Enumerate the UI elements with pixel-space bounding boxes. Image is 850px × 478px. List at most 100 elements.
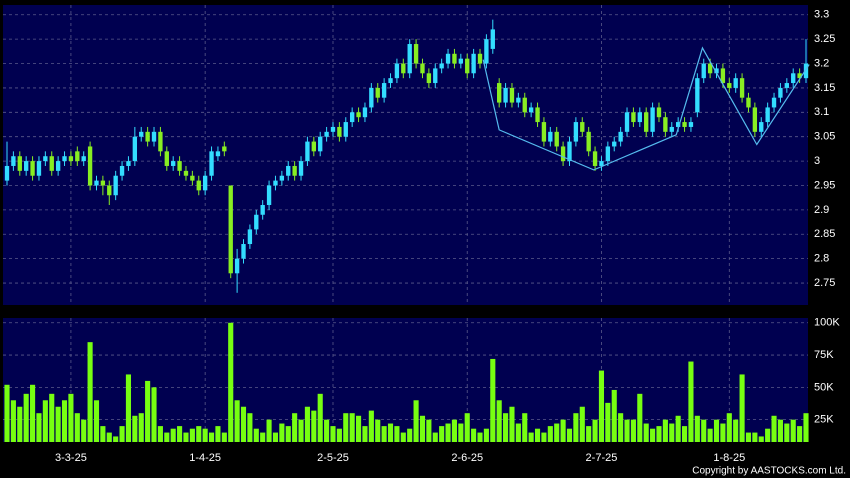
volume-bar: [413, 400, 419, 442]
volume-bar: [611, 389, 617, 442]
candle-body: [11, 156, 16, 166]
volume-bar: [138, 413, 144, 442]
volume-bar: [260, 432, 266, 442]
candle-body: [458, 58, 464, 64]
candle-body: [548, 131, 553, 142]
candle-body: [228, 185, 233, 274]
candle-body: [356, 112, 361, 118]
candle-body: [778, 87, 783, 98]
volume-bar: [745, 432, 752, 442]
volume-bar: [375, 419, 381, 442]
volume-bar: [528, 432, 534, 442]
x-tick-label: 2-6-25: [451, 452, 483, 464]
volume-bar: [771, 415, 777, 442]
candle-body: [573, 122, 579, 142]
volume-bar: [279, 423, 285, 442]
volume-bar: [240, 406, 247, 442]
volume-bar: [662, 419, 668, 442]
volume-bar: [758, 436, 764, 442]
candle-body: [247, 229, 253, 245]
candle-body: [337, 126, 342, 137]
candle-body: [241, 244, 246, 259]
candle-body: [554, 131, 559, 147]
volume-bar: [183, 432, 189, 442]
volume-bar: [343, 413, 349, 442]
volume-bar: [113, 436, 119, 442]
candle-body: [196, 180, 201, 191]
volume-bar: [407, 428, 413, 442]
volume-bar: [61, 400, 68, 442]
volume-bar: [42, 400, 48, 442]
volume-bar: [464, 413, 470, 442]
volume-bar: [170, 428, 176, 442]
volume-bar: [509, 406, 515, 442]
volume-bar: [298, 419, 304, 442]
candle-body: [75, 151, 80, 162]
volume-bar: [515, 423, 521, 442]
volume-bar: [790, 419, 796, 442]
volume-bar: [74, 413, 80, 442]
candle-body: [452, 53, 457, 64]
volume-bar: [125, 374, 132, 442]
volume-bar: [30, 384, 36, 442]
candle-body: [318, 136, 323, 152]
volume-bar: [311, 410, 317, 442]
y-tick-label: 2.75: [814, 277, 835, 289]
volume-bar: [803, 413, 809, 442]
volume-bar: [419, 415, 426, 442]
volume-bar: [765, 428, 771, 442]
volume-bar: [522, 413, 528, 442]
candle-body: [68, 156, 74, 162]
candle-body: [324, 131, 329, 137]
candle-body: [311, 141, 316, 152]
candle-body: [656, 107, 662, 118]
candle-body: [49, 156, 54, 171]
volume-bar: [458, 423, 464, 442]
candle-body: [503, 87, 508, 103]
volume-bar: [119, 426, 125, 442]
y-tick-label: 3: [814, 155, 820, 167]
candle-body: [305, 141, 310, 162]
volume-bar: [132, 415, 138, 442]
y-tick-label: 3.3: [814, 9, 829, 21]
volume-bar: [400, 432, 406, 442]
volume-bar: [688, 361, 694, 442]
volume-bar: [445, 423, 451, 442]
candle-body: [330, 126, 336, 132]
copyright: Copyright by AASTOCKS.com Ltd.: [692, 466, 846, 477]
candle-body: [209, 151, 214, 176]
volume-bar: [560, 419, 566, 442]
x-tick-label: 3-3-25: [55, 452, 87, 464]
x-tick-label: 2-5-25: [317, 452, 349, 464]
volume-bar: [317, 393, 323, 442]
candle-body: [4, 165, 10, 181]
volume-bar: [797, 426, 803, 442]
volume-bar: [637, 393, 643, 442]
volume-bar: [669, 423, 675, 442]
volume-bar: [496, 400, 502, 442]
volume-bar: [292, 413, 298, 442]
price-panel: [3, 5, 808, 305]
candle-body: [273, 180, 278, 186]
candle-body: [695, 78, 700, 113]
candle-body: [624, 112, 630, 132]
candle-body: [426, 73, 432, 84]
volume-bar: [624, 419, 630, 442]
volume-bar: [324, 419, 330, 442]
candle-body: [497, 83, 502, 103]
volume-bar: [177, 426, 183, 442]
candle-body: [509, 87, 515, 103]
candle-body: [30, 161, 35, 176]
volume-bar: [451, 419, 457, 442]
candle-body: [286, 165, 291, 176]
y-tick-label: 3.2: [814, 57, 829, 69]
candle-body: [388, 78, 393, 84]
candle-body: [803, 63, 809, 79]
volume-bar: [477, 432, 483, 442]
candle-body: [618, 131, 623, 142]
volume-bar: [586, 426, 592, 442]
candle-body: [177, 161, 182, 171]
volume-bar: [503, 413, 509, 442]
candle-body: [164, 151, 169, 166]
